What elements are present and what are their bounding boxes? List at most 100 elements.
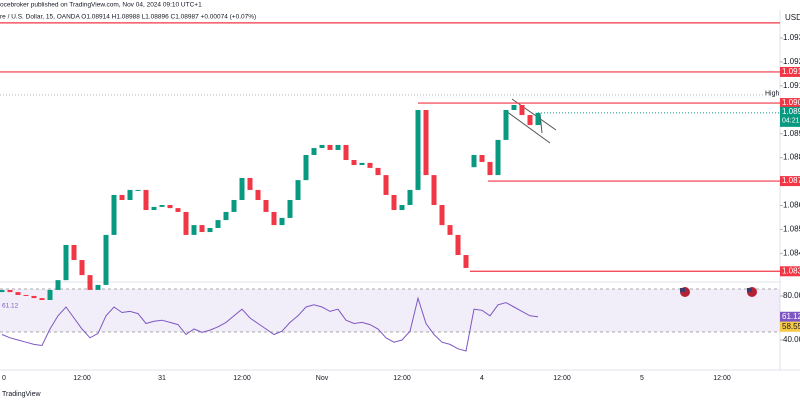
- candle: [119, 194, 125, 200]
- rsi-legend: 61.12: [2, 303, 19, 310]
- ma-badge: [780, 321, 800, 332]
- candle: [319, 144, 325, 149]
- candle: [463, 255, 469, 268]
- candle: [327, 144, 333, 150]
- high-label: High: [765, 90, 780, 97]
- candle: [87, 275, 93, 290]
- candle: [79, 260, 85, 276]
- rsi-last-label: 61.12: [782, 312, 800, 321]
- candle: [151, 206, 157, 211]
- candle: [535, 112, 541, 126]
- candle: [143, 189, 149, 211]
- x-tick-label: 5: [640, 375, 644, 382]
- candle: [351, 160, 357, 166]
- flag-icon[interactable]: [680, 287, 690, 297]
- x-tick-label: Nov: [316, 375, 329, 382]
- channel-line: [505, 110, 551, 144]
- candle: [0, 289, 5, 293]
- rsi-badge: [780, 311, 800, 322]
- candle: [455, 234, 461, 256]
- candle: [103, 234, 109, 285]
- candle: [247, 177, 253, 190]
- candle: [7, 289, 13, 293]
- candle: [127, 189, 133, 200]
- rsi-tick-label: 80.00: [783, 291, 800, 300]
- candle: [415, 110, 421, 190]
- candle: [431, 175, 437, 205]
- ma-label: 58.55: [782, 322, 800, 331]
- y-tick-label: 1.088: [783, 153, 800, 162]
- channel-line: [511, 98, 557, 131]
- candle: [263, 199, 269, 212]
- candle: [503, 110, 509, 140]
- x-tick-label: 31: [158, 375, 166, 382]
- candle: [47, 289, 53, 300]
- candle: [223, 211, 229, 221]
- candle: [183, 211, 189, 235]
- x-tick-label: 12:00: [233, 375, 251, 382]
- level-label: 1.087: [782, 176, 800, 185]
- candle: [271, 211, 277, 226]
- flag-icon[interactable]: [747, 287, 757, 297]
- x-tick-label: 4: [480, 375, 484, 382]
- candle: [55, 280, 61, 290]
- rsi-line: [1, 296, 539, 352]
- candle: [519, 104, 525, 116]
- candle: [239, 177, 245, 200]
- candle: [15, 292, 21, 295]
- x-tick-label: 12:00: [393, 375, 411, 382]
- candle: [167, 205, 173, 209]
- level-badge: [780, 176, 800, 187]
- candle: [279, 217, 285, 226]
- candle: [311, 148, 317, 155]
- price-badge: [780, 106, 800, 127]
- symbol-line: re / U.S. Dollar, 15, OANDA O1.08914 H1.…: [0, 14, 256, 21]
- candle: [255, 189, 261, 200]
- high-badge: [764, 89, 780, 98]
- x-tick-label: 12:00: [553, 375, 571, 382]
- candle: [343, 144, 349, 161]
- candle: [199, 225, 205, 233]
- candle: [447, 225, 453, 235]
- candle: [191, 225, 197, 235]
- candle: [511, 104, 517, 110]
- candle: [63, 244, 69, 281]
- rsi-tick-label: 40.00: [783, 335, 800, 344]
- candle: [231, 199, 237, 212]
- candle: [95, 284, 101, 290]
- x-tick-label: 0: [2, 375, 6, 382]
- candle: [175, 208, 181, 212]
- y-tick-label: 1.084: [783, 248, 800, 257]
- y-tick-label: 1.092: [783, 57, 800, 66]
- candle: [303, 154, 309, 181]
- countdown: 04:21: [782, 118, 800, 125]
- x-tick-label: 12:00: [713, 375, 731, 382]
- level-label: 1.083: [782, 266, 800, 275]
- candle: [375, 167, 381, 176]
- y-tick-label: 1.093: [783, 33, 800, 42]
- candle: [159, 205, 165, 207]
- publisher-line: ocebroker published on TradingView.com, …: [0, 2, 202, 9]
- footer-brand: TradingView: [2, 391, 41, 398]
- candle: [495, 139, 501, 176]
- candle: [367, 162, 373, 168]
- candle: [383, 175, 389, 195]
- candle: [335, 144, 341, 150]
- candle: [407, 189, 413, 205]
- level-label: 1.090: [782, 98, 800, 107]
- y-tick-label: 1.085: [783, 225, 800, 234]
- candle: [479, 154, 485, 162]
- candle: [135, 189, 141, 191]
- candle: [391, 194, 397, 211]
- y-tick-label: 1.089: [783, 129, 800, 138]
- level-label: 1.091: [782, 67, 800, 76]
- level-badge: [780, 66, 800, 77]
- candle: [487, 161, 493, 176]
- rsi-band: [0, 289, 780, 332]
- y-tick-label: 1.086: [783, 201, 800, 210]
- candle: [31, 295, 37, 299]
- level-badge: [780, 266, 800, 277]
- candle: [399, 205, 405, 211]
